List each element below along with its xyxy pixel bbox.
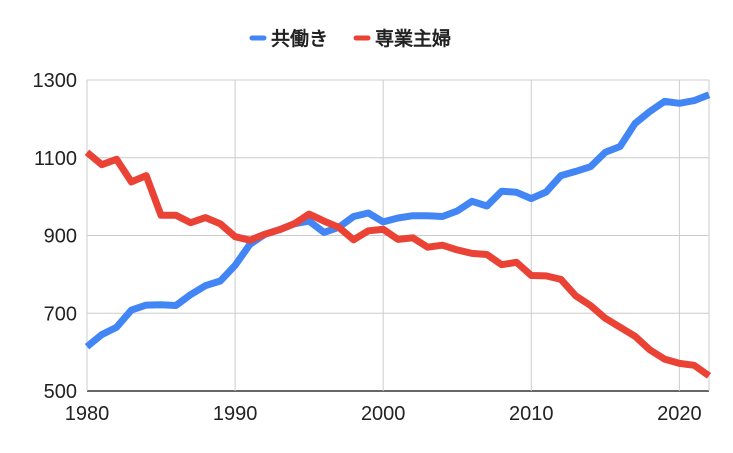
y-tick-label: 700 [44, 303, 77, 325]
legend: 共働き 専業主婦 [249, 27, 451, 50]
x-tick-label: 2000 [361, 403, 406, 425]
series-lines [84, 91, 712, 379]
x-axis-tick-labels: 1980 1990 2000 2010 2020 [65, 403, 702, 425]
legend-label-series-0: 共働き [271, 27, 328, 50]
x-tick-label: 2020 [657, 403, 702, 425]
x-tick-label: 2010 [509, 403, 554, 425]
y-tick-label: 1300 [33, 70, 78, 92]
y-tick-label: 500 [44, 381, 77, 403]
series-line-0 [84, 91, 711, 350]
y-tick-label: 1100 [34, 148, 77, 170]
y-axis-tick-labels: 1300 1100 900 700 500 [33, 70, 78, 403]
y-tick-label: 900 [44, 226, 77, 248]
series-line-1 [84, 149, 712, 379]
legend-item-series-0: 共働き [249, 27, 328, 50]
x-tick-label: 1980 [65, 403, 110, 425]
x-tick-label: 1990 [213, 403, 258, 425]
legend-label-series-1: 専業主婦 [375, 27, 451, 50]
legend-item-series-1: 専業主婦 [353, 27, 451, 50]
